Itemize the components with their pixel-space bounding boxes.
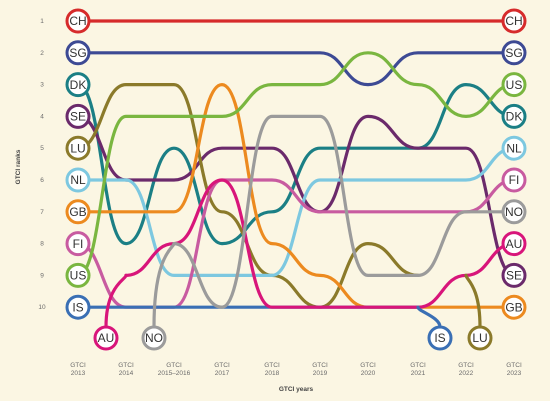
- series-line-us: [76, 51, 516, 277]
- country-label-start-us: US: [65, 262, 91, 288]
- y-tick-label: 9: [40, 272, 44, 279]
- svg-text:IS: IS: [434, 331, 445, 345]
- series-line-se: [76, 114, 516, 277]
- y-tick-label: 4: [40, 113, 44, 120]
- series-line-gb: [76, 83, 516, 309]
- country-label-start-dk: DK: [65, 72, 91, 98]
- country-label-offchart-no: NO: [141, 325, 167, 351]
- y-tick-label: 3: [40, 82, 44, 89]
- svg-text:US: US: [70, 269, 87, 283]
- country-label-end-ch: CH: [501, 8, 527, 34]
- svg-text:GB: GB: [505, 300, 522, 314]
- country-label-offchart-lu: LU: [467, 325, 493, 351]
- series-tail-lu: [464, 273, 482, 329]
- country-label-start-lu: LU: [65, 135, 91, 161]
- country-label-start-fi: FI: [65, 231, 91, 257]
- x-axis-title: GTCI years: [279, 386, 314, 393]
- y-tick-label: 6: [40, 177, 44, 184]
- series-line-lu: [76, 83, 420, 309]
- country-label-start-gb: GB: [65, 199, 91, 225]
- svg-text:NO: NO: [145, 331, 163, 345]
- x-tick-label: GTCI 2018: [264, 362, 280, 377]
- svg-text:IS: IS: [72, 300, 83, 314]
- svg-text:DK: DK: [506, 110, 523, 124]
- x-tick-label: GTCI 2021: [410, 362, 426, 377]
- country-label-end-gb: GB: [501, 294, 527, 320]
- svg-text:SE: SE: [70, 110, 86, 124]
- series-line-sg: [76, 51, 516, 87]
- svg-text:NL: NL: [70, 173, 86, 187]
- y-tick-label: 8: [40, 241, 44, 248]
- country-label-start-is: IS: [65, 294, 91, 320]
- x-tick-label: GTCI 2017: [214, 362, 230, 377]
- x-tick-label: GTCI 2015–2016: [158, 362, 191, 377]
- country-label-end-dk: DK: [501, 103, 527, 129]
- svg-text:CH: CH: [505, 14, 522, 28]
- svg-text:NL: NL: [506, 141, 522, 155]
- series-line-au: [124, 178, 516, 309]
- svg-text:AU: AU: [98, 331, 115, 345]
- svg-text:CH: CH: [69, 14, 86, 28]
- svg-text:SG: SG: [505, 46, 522, 60]
- svg-text:SE: SE: [506, 269, 522, 283]
- country-label-offchart-is: IS: [427, 325, 453, 351]
- series-lines: [76, 19, 516, 329]
- svg-text:DK: DK: [70, 78, 87, 92]
- svg-text:LU: LU: [472, 331, 487, 345]
- x-axis-ticks: GTCI 2013 GTCI 2014 GTCI 2015–2016 GTCI 2017 GTC…: [70, 362, 522, 377]
- svg-text:FI: FI: [73, 237, 84, 251]
- country-bubbles: CH SG DK SE LU NL GB FI US IS CH SG US DK NL FI NO AU SE GB…: [65, 8, 527, 351]
- y-tick-label: 7: [40, 209, 44, 216]
- svg-text:NO: NO: [505, 205, 523, 219]
- country-label-end-no: NO: [501, 199, 527, 225]
- series-tail-is: [416, 305, 442, 329]
- y-axis-ticks: 1 2 3 4 5 6 7 8 9 10: [38, 18, 46, 311]
- x-tick-label: GTCI 2020: [360, 362, 376, 377]
- y-tick-label: 5: [40, 145, 44, 152]
- x-tick-label: GTCI 2023: [506, 362, 522, 377]
- x-tick-label: GTCI 2013: [70, 362, 86, 377]
- y-tick-label: 1: [40, 18, 44, 25]
- svg-text:SG: SG: [69, 46, 86, 60]
- y-axis-title: GTCI ranks: [15, 149, 22, 184]
- x-tick-label: GTCI 2019: [312, 362, 328, 377]
- svg-text:FI: FI: [509, 173, 520, 187]
- y-tick-label: 10: [38, 304, 46, 311]
- country-label-end-au: AU: [501, 231, 527, 257]
- country-label-end-nl: NL: [501, 135, 527, 161]
- country-label-end-sg: SG: [501, 40, 527, 66]
- country-label-end-us: US: [501, 72, 527, 98]
- country-label-start-se: SE: [65, 103, 91, 129]
- country-label-end-fi: FI: [501, 167, 527, 193]
- series-line-dk: [76, 83, 516, 246]
- x-tick-label: GTCI 2014: [118, 362, 134, 377]
- series-line-nl: [76, 146, 516, 277]
- svg-text:GB: GB: [69, 205, 86, 219]
- svg-text:US: US: [506, 78, 523, 92]
- country-label-end-se: SE: [501, 262, 527, 288]
- series-line-no: [172, 114, 516, 309]
- country-label-start-ch: CH: [65, 8, 91, 34]
- svg-text:AU: AU: [506, 237, 523, 251]
- country-label-start-sg: SG: [65, 40, 91, 66]
- series-tail-no: [152, 242, 176, 329]
- series-tail-au: [104, 273, 128, 329]
- country-label-start-nl: NL: [65, 167, 91, 193]
- x-tick-label: GTCI 2022: [458, 362, 474, 377]
- country-label-offchart-au: AU: [93, 325, 119, 351]
- svg-text:LU: LU: [70, 141, 85, 155]
- y-tick-label: 2: [40, 50, 44, 57]
